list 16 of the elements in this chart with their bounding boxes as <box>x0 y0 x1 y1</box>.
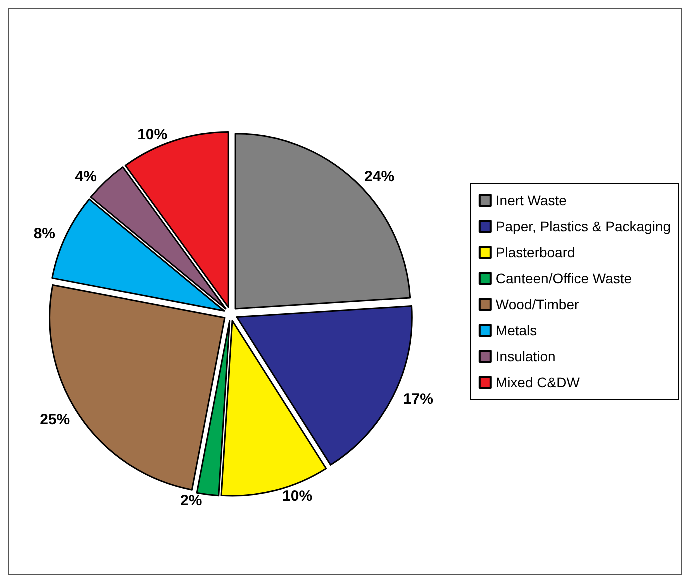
data-label: 24% <box>364 168 395 186</box>
data-label: 2% <box>180 492 202 510</box>
data-label: 10% <box>282 488 313 505</box>
data-label: 25% <box>40 411 70 428</box>
legend-label: Metals <box>496 322 538 338</box>
legend-label: Wood/Timber <box>496 296 580 312</box>
data-label: 17% <box>403 391 434 408</box>
legend-label: Insulation <box>496 348 556 364</box>
legend-label: Inert Waste <box>496 192 568 208</box>
data-label: 4% <box>75 168 97 186</box>
data-label: 10% <box>138 126 168 144</box>
legend-label: Paper, Plastics & Packaging <box>496 218 672 234</box>
data-label: 8% <box>34 225 56 242</box>
legend-label: Plasterboard <box>496 244 576 260</box>
legend-label: Canteen/Office Waste <box>496 270 632 286</box>
legend-label: Mixed C&DW <box>496 374 581 390</box>
